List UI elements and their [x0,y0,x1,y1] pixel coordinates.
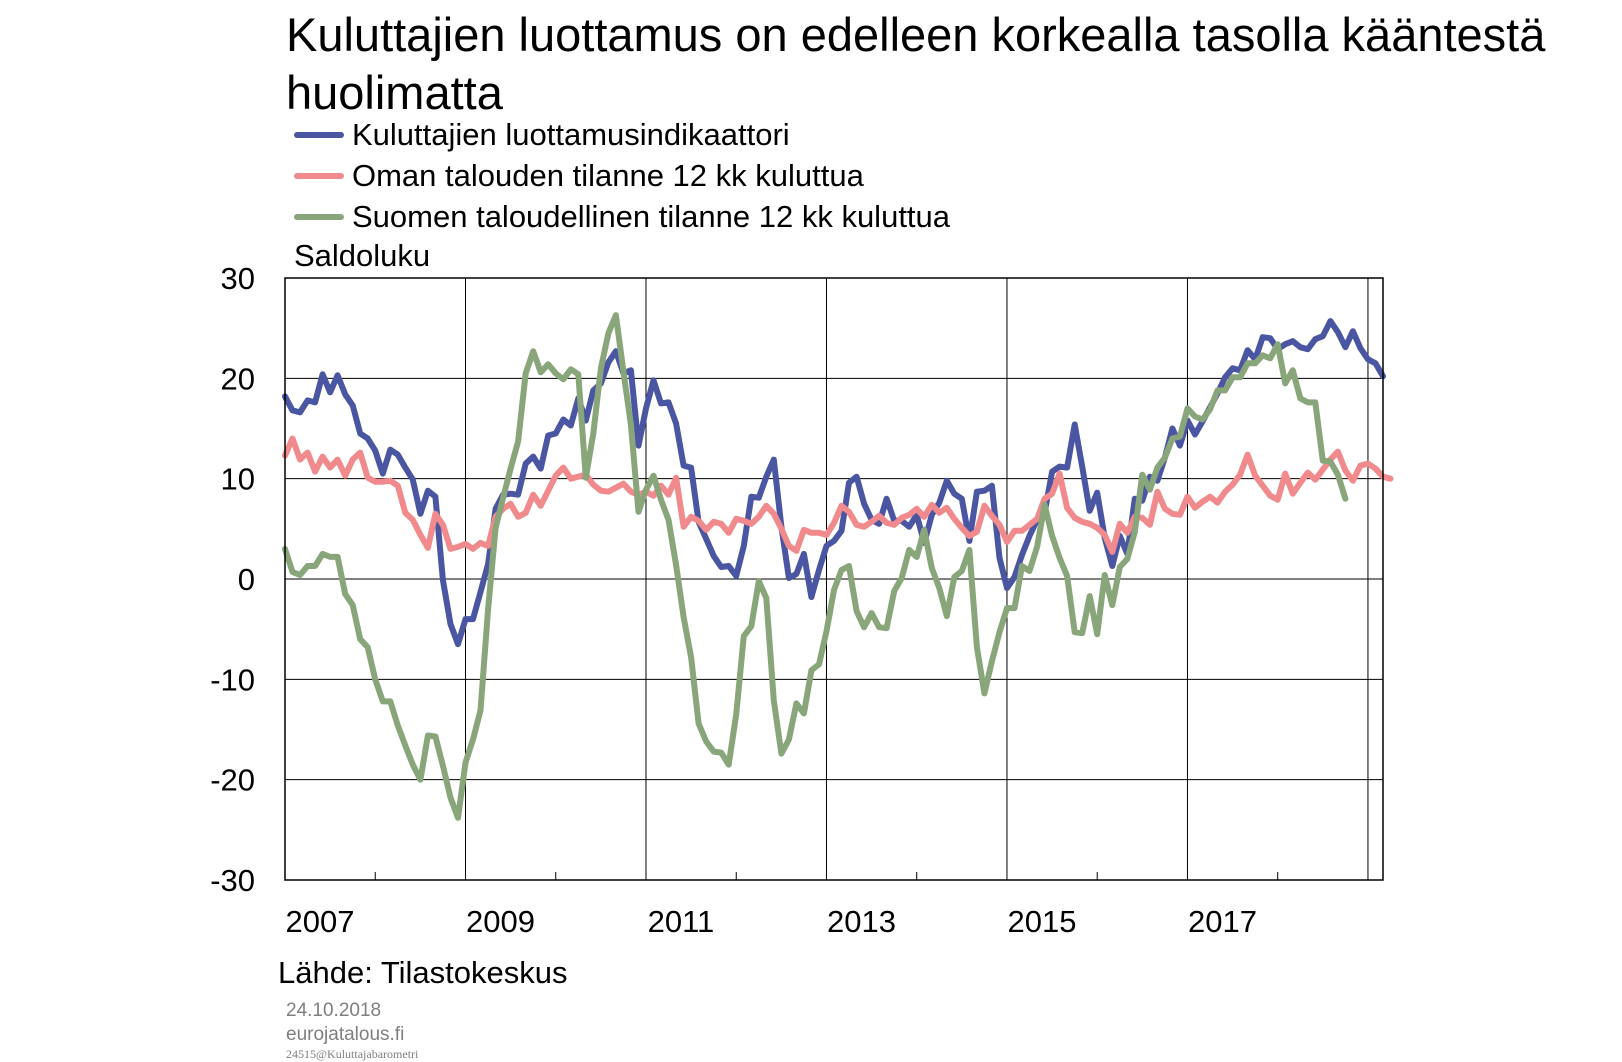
y-tick-label: 10 [221,462,255,497]
y-tick-label: 30 [221,261,255,296]
x-tick-label: 2015 [1007,904,1076,939]
legend-item-own-finances: Oman talouden tilanne 12 kk kuluttua [294,155,950,196]
legend-label-own-finances: Oman talouden tilanne 12 kk kuluttua [352,157,864,193]
chart-legend: Kuluttajien luottamusindikaattori Oman t… [294,114,950,237]
source-note: Lähde: Tilastokeskus [278,955,568,990]
x-tick-label: 2009 [466,904,535,939]
publication-date: 24.10.2018 [286,1000,382,1021]
series-line-finland-economy [282,312,1349,821]
y-tick-label: -10 [210,662,255,697]
x-tick-label: 2011 [648,904,715,939]
chart-title: Kuluttajien luottamus on edelleen korkea… [286,8,1546,119]
y-tick-label: 0 [238,562,255,597]
legend-swatch-finland-economy [294,213,344,220]
plot-frame [284,277,1384,881]
y-tick-label: -30 [210,863,255,898]
publisher-site: eurojatalous.fi [286,1024,405,1045]
legend-item-finland-economy: Suomen taloudellinen tilanne 12 kk kulut… [294,196,950,237]
x-tick-label: 2017 [1188,904,1257,939]
series-line-own-finances [282,435,1394,555]
chart-code: 24515@Kuluttajabarometri [286,1047,419,1061]
legend-label-confidence-indicator: Kuluttajien luottamusindikaattori [352,116,790,152]
y-axis-label: Saldoluku [294,238,431,273]
y-tick-label: 20 [221,361,255,396]
y-tick-label: -20 [210,763,255,798]
x-tick-label: 2013 [827,904,896,939]
legend-item-confidence-indicator: Kuluttajien luottamusindikaattori [294,114,950,155]
legend-swatch-confidence-indicator [294,131,344,138]
legend-label-finland-economy: Suomen taloudellinen tilanne 12 kk kulut… [352,198,951,234]
x-tick-label: 2007 [286,904,355,939]
legend-swatch-own-finances [294,172,344,179]
series-line-confidence-indicator [282,318,1386,648]
